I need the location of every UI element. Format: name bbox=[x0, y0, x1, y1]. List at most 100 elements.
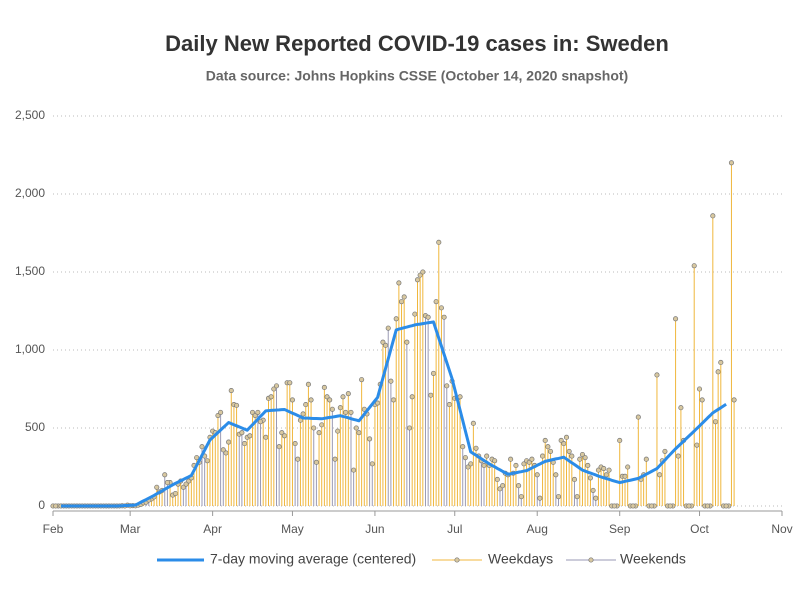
marker bbox=[281, 433, 288, 439]
legend-label: Weekends bbox=[620, 551, 686, 567]
marker bbox=[398, 299, 405, 305]
marker bbox=[172, 490, 178, 497]
marker bbox=[393, 316, 399, 322]
marker bbox=[287, 380, 293, 386]
marker bbox=[678, 405, 684, 411]
marker bbox=[539, 453, 546, 459]
marker bbox=[242, 441, 248, 447]
marker bbox=[438, 305, 444, 311]
y-tick-label: 1,000 bbox=[15, 342, 45, 356]
y-tick-label: 500 bbox=[25, 420, 45, 434]
x-tick-label: Jun bbox=[365, 522, 384, 536]
x-tick-label: Sep bbox=[609, 522, 631, 536]
marker bbox=[53, 503, 59, 509]
marker bbox=[249, 409, 256, 415]
marker bbox=[553, 472, 559, 478]
marker bbox=[673, 316, 679, 322]
marker bbox=[401, 294, 407, 300]
marker bbox=[686, 503, 692, 509]
marker bbox=[643, 456, 649, 462]
marker bbox=[547, 448, 554, 454]
x-tick-label: Mar bbox=[120, 522, 141, 536]
marker bbox=[558, 437, 564, 444]
marker bbox=[585, 462, 591, 468]
marker bbox=[337, 405, 343, 411]
marker bbox=[359, 377, 365, 383]
legend-marker bbox=[454, 557, 460, 563]
x-tick-label: Feb bbox=[43, 522, 64, 536]
marker bbox=[369, 461, 375, 467]
legend-label: 7-day moving average (centered) bbox=[210, 551, 416, 567]
marker bbox=[164, 480, 170, 486]
marker bbox=[396, 280, 402, 286]
marker bbox=[316, 430, 322, 436]
marker bbox=[263, 434, 269, 440]
moving-average-line bbox=[60, 320, 727, 508]
marker bbox=[430, 370, 437, 376]
marker bbox=[268, 394, 274, 400]
y-tick-label: 2,500 bbox=[15, 108, 45, 122]
marker bbox=[606, 467, 612, 473]
marker bbox=[199, 444, 205, 450]
marker bbox=[715, 369, 721, 375]
marker bbox=[279, 430, 285, 436]
marker bbox=[367, 436, 373, 442]
marker bbox=[194, 455, 200, 461]
x-tick-label: Oct bbox=[690, 522, 709, 536]
marker bbox=[308, 397, 314, 403]
marker bbox=[228, 388, 234, 394]
marker bbox=[534, 472, 540, 478]
marker bbox=[657, 472, 663, 478]
marker bbox=[731, 397, 737, 403]
marker bbox=[635, 414, 641, 420]
marker bbox=[348, 409, 354, 415]
marker bbox=[321, 384, 327, 390]
marker bbox=[468, 461, 474, 467]
marker bbox=[566, 448, 572, 454]
marker bbox=[292, 441, 298, 447]
marker bbox=[712, 419, 719, 425]
marker bbox=[518, 494, 524, 500]
marker bbox=[728, 160, 734, 166]
marker bbox=[577, 456, 583, 462]
marker bbox=[484, 453, 490, 459]
chart-title: Daily New Reported COVID-19 cases in: Sw… bbox=[165, 31, 669, 56]
marker bbox=[428, 392, 434, 398]
marker bbox=[412, 311, 418, 317]
marker bbox=[675, 453, 681, 459]
marker bbox=[385, 325, 391, 331]
marker bbox=[436, 239, 442, 245]
chart-subtitle: Data source: Johns Hopkins CSSE (October… bbox=[206, 68, 628, 84]
marker bbox=[226, 439, 232, 445]
marker bbox=[234, 402, 240, 408]
marker bbox=[313, 459, 319, 465]
marker bbox=[667, 503, 673, 509]
marker bbox=[625, 464, 631, 470]
marker bbox=[723, 503, 729, 509]
marker bbox=[351, 467, 357, 473]
marker bbox=[383, 342, 389, 348]
marker bbox=[630, 503, 636, 509]
marker bbox=[220, 447, 226, 453]
marker bbox=[569, 453, 575, 459]
marker bbox=[579, 451, 586, 458]
marker bbox=[694, 442, 700, 448]
marker bbox=[500, 483, 506, 489]
marker bbox=[433, 299, 439, 305]
marker bbox=[327, 397, 333, 403]
marker bbox=[162, 472, 168, 478]
marker bbox=[617, 437, 623, 444]
marker bbox=[414, 277, 421, 283]
marker bbox=[218, 409, 224, 415]
marker bbox=[420, 269, 426, 275]
marker bbox=[239, 430, 245, 436]
marker bbox=[561, 441, 567, 447]
marker bbox=[409, 394, 415, 400]
marker bbox=[473, 445, 479, 451]
marker bbox=[154, 484, 160, 490]
marker bbox=[699, 397, 705, 403]
y-tick-label: 1,500 bbox=[15, 264, 45, 278]
marker bbox=[603, 472, 609, 478]
marker bbox=[611, 503, 617, 509]
marker bbox=[324, 394, 330, 400]
